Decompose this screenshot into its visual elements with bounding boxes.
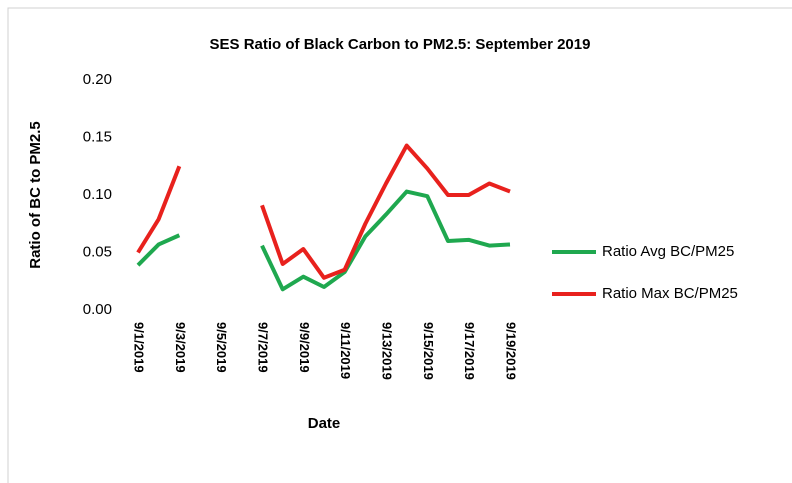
y-axis-title: Ratio of BC to PM2.5 <box>27 121 44 269</box>
legend-label: Ratio Avg BC/PM25 <box>602 243 734 260</box>
y-tick-label: 0.10 <box>83 186 112 203</box>
series-line <box>260 189 511 292</box>
legend-label: Ratio Max BC/PM25 <box>602 285 738 302</box>
x-tick-label: 9/1/2019 <box>132 322 147 373</box>
x-tick-label: 9/9/2019 <box>297 322 312 373</box>
y-tick-label: 0.05 <box>83 243 112 260</box>
series-line <box>260 143 511 280</box>
x-tick-label: 9/15/2019 <box>421 322 436 380</box>
x-tick-label: 9/3/2019 <box>173 322 188 373</box>
chart-title: SES Ratio of Black Carbon to PM2.5: Sept… <box>210 36 591 53</box>
series-line <box>136 165 182 254</box>
x-tick-label: 9/11/2019 <box>338 322 353 379</box>
x-axis-title: Date <box>308 415 341 432</box>
x-tick-label: 9/7/2019 <box>256 322 271 373</box>
x-tick-label: 9/13/2019 <box>380 322 395 380</box>
y-tick-label: 0.00 <box>83 301 112 318</box>
y-tick-label: 0.15 <box>83 128 112 145</box>
series-line <box>136 233 181 267</box>
x-tick-label: 9/5/2019 <box>214 322 229 373</box>
x-tick-label: 9/17/2019 <box>462 322 477 380</box>
x-tick-label: 9/19/2019 <box>504 322 519 380</box>
y-tick-label: 0.20 <box>83 71 112 88</box>
chart-frame <box>7 7 792 483</box>
